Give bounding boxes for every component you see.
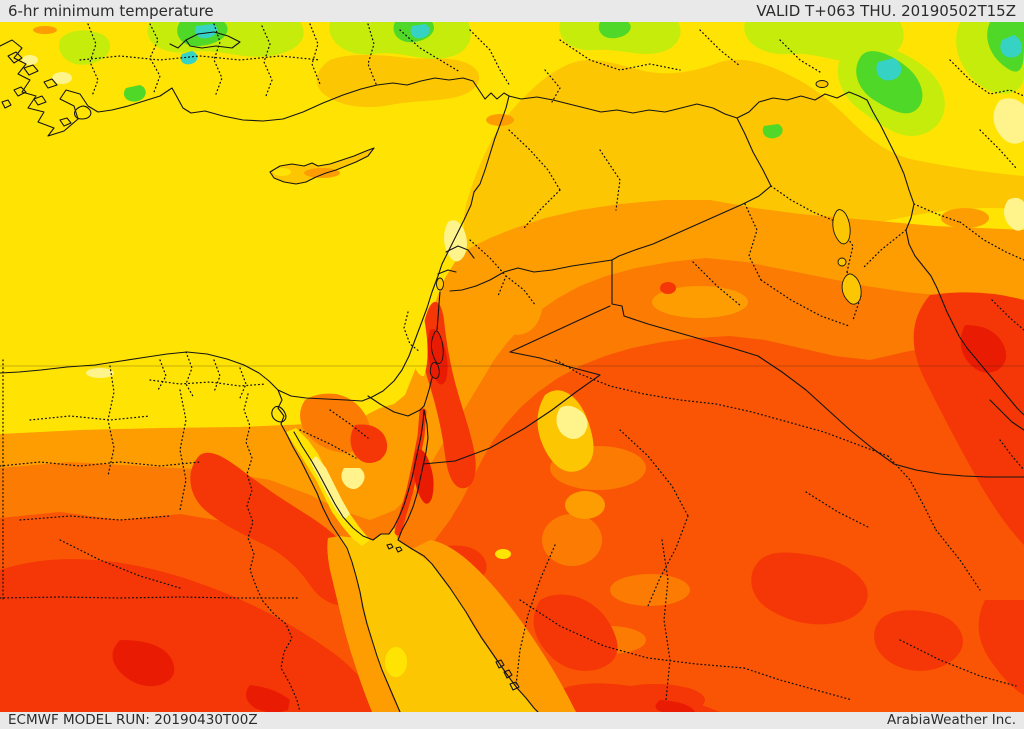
egypt-admin-borders: [0, 351, 369, 601]
coastlines-and-borders: [0, 31, 1024, 712]
suez-canal: [271, 389, 287, 434]
nile-river: [243, 393, 301, 712]
cyprus-coastline: [269, 147, 375, 185]
lake-habbaniyah: [837, 257, 847, 267]
syria-iraq-jordan-saudi-borders: [611, 117, 1024, 478]
jordan-rift-line: [423, 291, 441, 407]
sinai-coast: [293, 409, 425, 541]
sea-of-marmara: [169, 31, 241, 49]
temperature-map-canvas: [0, 22, 1024, 712]
lebanon-borders: [437, 245, 475, 275]
model-run-label: ECMWF MODEL RUN: 20190430T00Z: [8, 711, 258, 728]
footer-bar: ECMWF MODEL RUN: 20190430T00Z ArabiaWeat…: [0, 712, 1024, 729]
lake-razzaza: [841, 273, 862, 305]
turkey-syria-iraq-iran-borders: [508, 91, 1024, 416]
dead-sea: [429, 330, 444, 379]
title-bar: 6-hr minimum temperature VALID T+063 THU…: [0, 0, 1024, 22]
iran-admin-borders: [949, 59, 1024, 471]
iran-coast-segment: [989, 399, 1024, 431]
sea-of-galilee: [436, 277, 444, 291]
jordan-syria-border: [449, 259, 613, 292]
saudi-admin-borders: [515, 359, 1017, 701]
valid-time-label: VALID T+063 THU. 20190502T15Z: [756, 1, 1016, 20]
temperature-field: [0, 22, 1024, 712]
water-bodies: [429, 80, 862, 379]
forecast-map: [0, 22, 1024, 712]
lake-van: [815, 80, 829, 88]
syria-admin-borders: [403, 129, 621, 353]
winstons-hiccup-border: [509, 305, 611, 353]
israel-egypt-border: [367, 395, 425, 417]
red-sea-islands: [386, 543, 520, 691]
egypt-red-sea-coast: [285, 432, 401, 712]
map-title: 6-hr minimum temperature: [8, 1, 214, 20]
turkey-province-borders: [79, 23, 821, 103]
credit-label: ArabiaWeather Inc.: [886, 711, 1016, 728]
lake-tharthar: [832, 209, 851, 245]
aegean-islands: [1, 51, 92, 127]
jordan-saudi-south-border: [422, 351, 601, 465]
